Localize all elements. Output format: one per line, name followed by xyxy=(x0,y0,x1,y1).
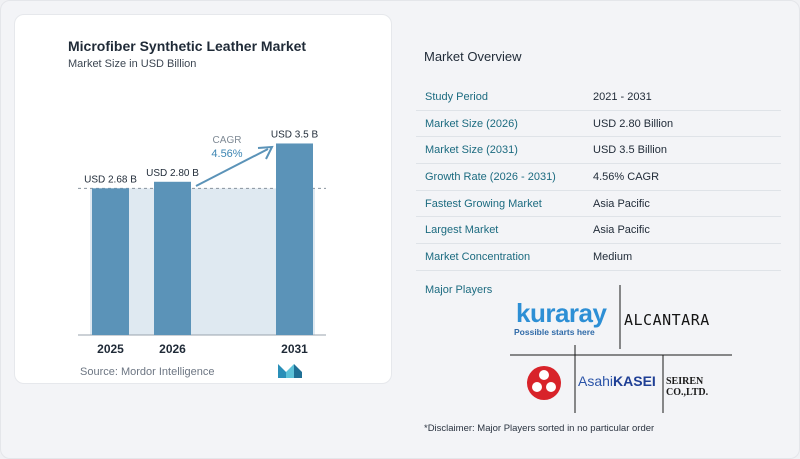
players-grid-lines xyxy=(510,285,732,413)
x-tick-label: 2026 xyxy=(159,342,186,356)
bar-2026 xyxy=(154,181,191,335)
overview-key: Largest Market xyxy=(425,224,499,237)
overview-value: Asia Pacific xyxy=(593,224,650,237)
bar-value-label: USD 2.68 B xyxy=(84,174,137,185)
overview-key: Market Size (2026) xyxy=(425,117,518,130)
cagr-arrowhead-icon xyxy=(257,145,274,160)
overview-value: 4.56% CAGR xyxy=(593,170,660,183)
overview-value: Asia Pacific xyxy=(593,197,650,210)
overview-row: Largest Market Asia Pacific xyxy=(416,217,781,245)
overview-key: Market Size (2031) xyxy=(425,144,518,157)
cagr-label: CAGR xyxy=(213,135,242,146)
chart-subtitle: Market Size in USD Billion xyxy=(68,58,197,70)
overview-row: Market Concentration Medium xyxy=(416,244,781,271)
toray-logo-icon xyxy=(527,366,561,400)
market-overview-title: Market Overview xyxy=(424,49,522,64)
mordor-intelligence-logo-icon xyxy=(278,364,302,378)
asahi-kasei-logo: AsahiKASEI xyxy=(578,373,656,389)
x-tick-label: 2025 xyxy=(97,342,124,356)
cagr-value: 4.56% xyxy=(211,148,242,160)
x-tick-label: 2031 xyxy=(281,342,308,356)
overview-value: USD 2.80 Billion xyxy=(593,117,674,130)
asahi-suffix: KASEI xyxy=(613,373,656,389)
chart-title: Microfiber Synthetic Leather Market xyxy=(68,38,307,54)
bar-value-label: USD 3.5 B xyxy=(271,129,319,140)
kuraray-tagline: Possible starts here xyxy=(514,327,595,337)
bar-2031 xyxy=(276,143,313,335)
kuraray-logo: kuraray xyxy=(516,298,607,328)
overview-key: Study Period xyxy=(425,90,488,103)
major-players-grid: kuraray Possible starts here ALCANTARA A… xyxy=(510,285,740,413)
overview-key: Fastest Growing Market xyxy=(425,197,542,210)
bar-2025 xyxy=(92,188,129,335)
bar-value-label: USD 2.80 B xyxy=(146,168,199,179)
overview-value: 2021 - 2031 xyxy=(593,90,652,103)
overview-row: Market Size (2031) USD 3.5 Billion xyxy=(416,137,781,165)
overview-value: Medium xyxy=(593,250,633,263)
seiren-logo: SEIREN CO.,LTD. xyxy=(666,376,709,398)
overview-key: Market Concentration xyxy=(425,250,531,263)
disclaimer-text: *Disclaimer: Major Players sorted in no … xyxy=(424,423,655,434)
market-overview-table: Study Period 2021 - 2031 Market Size (2026… xyxy=(416,84,781,271)
overview-value: USD 3.5 Billion xyxy=(593,144,667,157)
major-players-label: Major Players xyxy=(425,284,493,296)
alcantara-logo: ALCANTARA xyxy=(624,311,710,329)
overview-key: Growth Rate (2026 - 2031) xyxy=(425,170,556,183)
source-text: Source: Mordor Intelligence xyxy=(80,366,215,378)
cagr-arrow-icon xyxy=(195,148,269,187)
asahi-prefix: Asahi xyxy=(578,373,614,389)
overview-row: Fastest Growing Market Asia Pacific xyxy=(416,191,781,218)
overview-row: Growth Rate (2026 - 2031) 4.56% CAGR xyxy=(416,164,781,191)
overview-row: Study Period 2021 - 2031 xyxy=(416,84,781,111)
overview-row: Market Size (2026) USD 2.80 Billion xyxy=(416,111,781,138)
